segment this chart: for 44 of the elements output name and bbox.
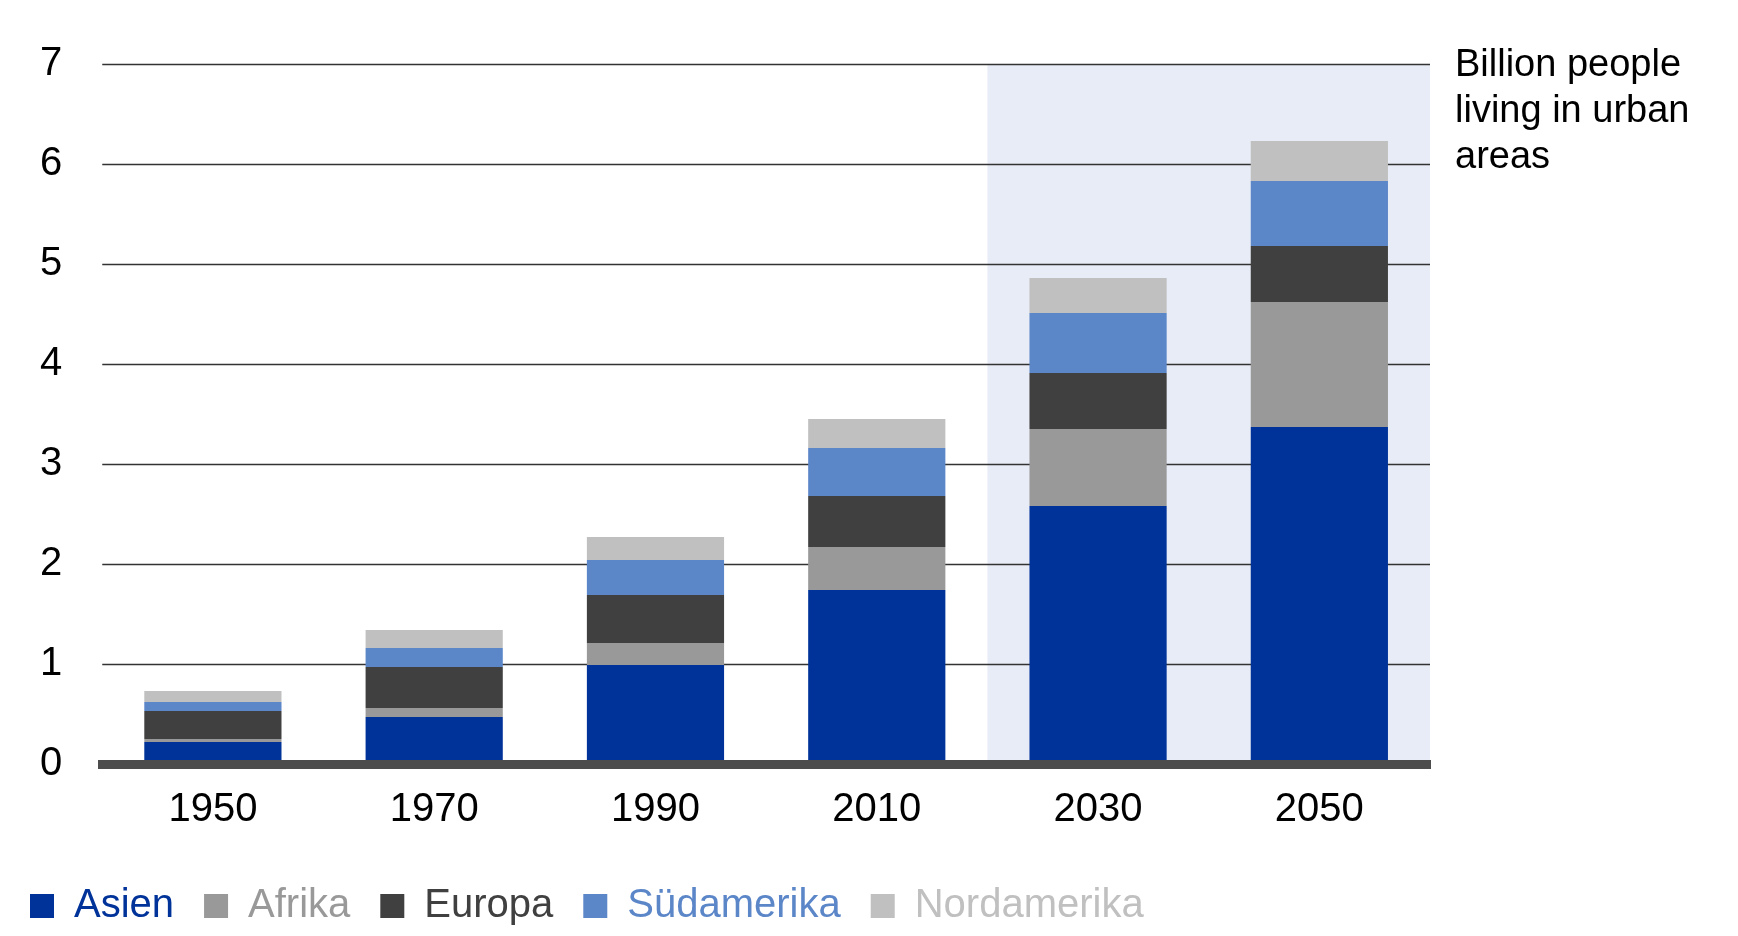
bar	[144, 702, 282, 711]
bar	[586, 595, 725, 643]
y-tick-label: 7	[40, 39, 63, 84]
bar	[365, 667, 503, 708]
bar	[586, 643, 725, 665]
bar	[808, 419, 946, 448]
bar	[1250, 181, 1388, 246]
bar	[586, 537, 725, 560]
x-tick-label: 1970	[389, 785, 479, 830]
bar	[1250, 246, 1388, 302]
bar	[586, 560, 725, 595]
bar	[1029, 278, 1167, 313]
y-tick-label: 1	[40, 639, 63, 684]
x-tick-label: 1990	[610, 785, 700, 830]
text: Billion people living in urban areas	[1455, 41, 1691, 178]
x-tick-label: 2050	[1274, 785, 1364, 830]
bar	[1250, 302, 1388, 427]
bar	[365, 648, 503, 667]
bar	[1029, 373, 1167, 429]
y-tick-label: 4	[40, 339, 63, 384]
y-tick-label: 0	[40, 739, 63, 784]
bar	[144, 739, 282, 742]
legend-label: Asien	[74, 881, 175, 926]
y-tick-label: 5	[40, 239, 63, 284]
bar	[1029, 429, 1167, 506]
bar	[144, 691, 282, 702]
legend-label: Südamerika	[627, 881, 842, 926]
x-tick-label: 1950	[168, 785, 258, 830]
x-tick-label: 2030	[1053, 785, 1143, 830]
bar	[808, 448, 946, 496]
bar	[1029, 313, 1167, 373]
legend-label: Afrika	[248, 881, 352, 926]
y-tick-label: 2	[40, 539, 63, 584]
bar	[808, 547, 946, 590]
bar	[365, 708, 503, 717]
bar	[144, 711, 282, 739]
x-tick-label: 2010	[832, 785, 922, 830]
legend-label: Nordamerika	[914, 881, 1145, 926]
bar	[808, 496, 946, 547]
y-tick-label: 3	[40, 439, 63, 484]
y-tick-label: 6	[40, 139, 63, 184]
bar	[1250, 141, 1388, 181]
bar	[365, 630, 503, 648]
legend-label: Europa	[424, 881, 555, 926]
